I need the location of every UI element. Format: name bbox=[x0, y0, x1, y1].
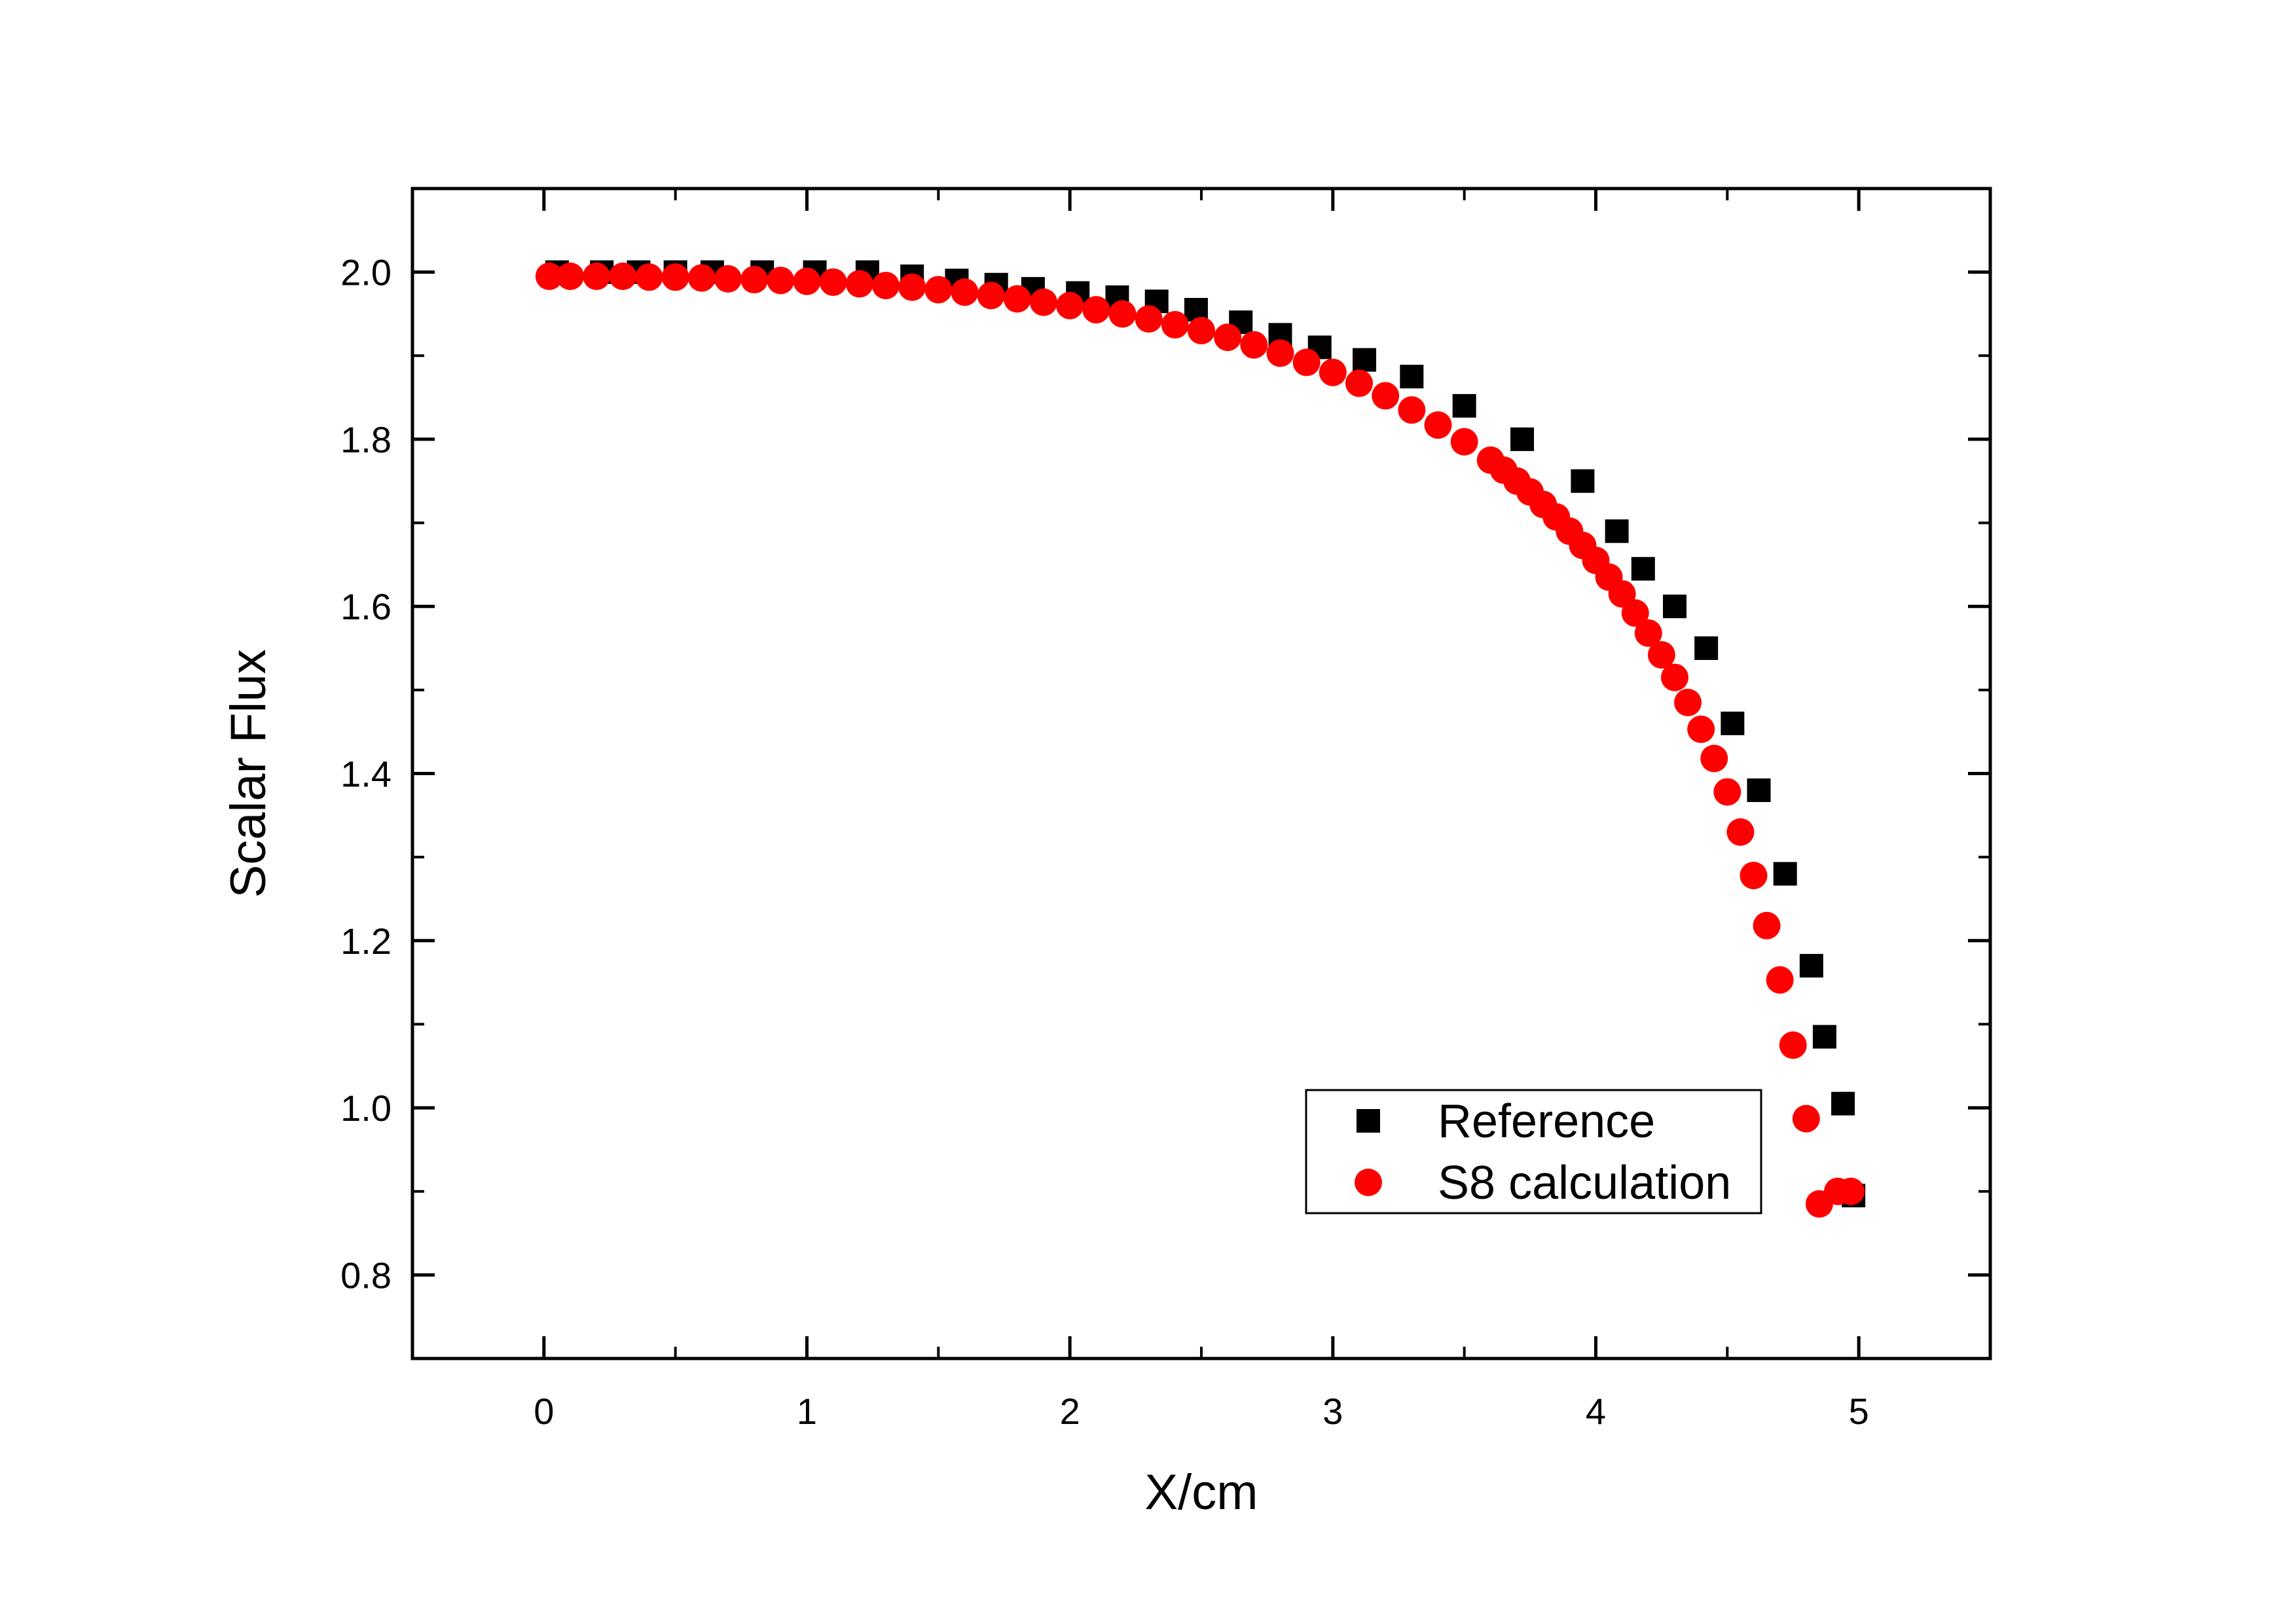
y-axis-title: Scalar Flux bbox=[221, 649, 276, 898]
s8-point bbox=[1674, 689, 1702, 717]
s8-point bbox=[1266, 339, 1294, 367]
reference-point bbox=[1721, 711, 1745, 735]
s8-point bbox=[1372, 382, 1400, 410]
reference-point bbox=[1831, 1091, 1855, 1116]
series-reference bbox=[545, 260, 1866, 1208]
s8-point bbox=[819, 268, 847, 296]
s8-point bbox=[1608, 580, 1636, 608]
s8-point bbox=[1726, 818, 1755, 846]
s8-point bbox=[1779, 1031, 1807, 1059]
x-tick-label: 0 bbox=[534, 1391, 554, 1432]
x-tick-label: 2 bbox=[1060, 1391, 1080, 1432]
x-axis-title: X/cm bbox=[1144, 1465, 1258, 1520]
y-tick-label: 1.0 bbox=[340, 1087, 392, 1129]
s8-point bbox=[1292, 348, 1321, 376]
reference-point bbox=[1799, 954, 1823, 978]
s8-point bbox=[1003, 285, 1031, 313]
s8-point bbox=[635, 263, 663, 291]
s8-point bbox=[583, 263, 611, 291]
reference-point bbox=[1571, 469, 1595, 493]
s8-point bbox=[1135, 305, 1163, 333]
s8-point bbox=[1634, 619, 1662, 647]
s8-point bbox=[1214, 323, 1242, 352]
s8-point bbox=[1621, 599, 1649, 627]
y-tick-label: 1.6 bbox=[340, 586, 392, 627]
reference-point bbox=[1694, 636, 1719, 661]
y-tick-label: 1.2 bbox=[340, 921, 392, 962]
s8-point bbox=[951, 278, 979, 306]
s8-point bbox=[1647, 641, 1675, 669]
s8-point bbox=[1424, 411, 1452, 439]
s8-point bbox=[845, 270, 873, 298]
s8-point bbox=[1661, 663, 1688, 691]
x-tick-label: 5 bbox=[1849, 1391, 1869, 1432]
s8-point bbox=[556, 263, 584, 291]
s8-point bbox=[977, 282, 1005, 310]
s8-point bbox=[1319, 358, 1347, 386]
reference-point bbox=[1812, 1025, 1836, 1049]
s8-point bbox=[1700, 744, 1728, 773]
legend: Reference S8 calculation bbox=[1305, 1089, 1762, 1214]
s8-point bbox=[1713, 778, 1741, 806]
s8-point bbox=[1108, 300, 1137, 328]
legend-reference-marker bbox=[1357, 1109, 1380, 1133]
s8-point bbox=[924, 276, 953, 304]
s8-point bbox=[1450, 428, 1478, 456]
s8-point bbox=[1740, 862, 1768, 890]
y-tick-label: 0.8 bbox=[340, 1254, 392, 1296]
s8-point bbox=[740, 266, 769, 294]
x-tick-label: 4 bbox=[1586, 1391, 1606, 1432]
s8-point bbox=[793, 267, 821, 295]
s8-point bbox=[661, 263, 689, 291]
s8-point bbox=[535, 263, 563, 291]
s8-point bbox=[872, 272, 900, 300]
legend-s8-marker bbox=[1355, 1169, 1382, 1196]
s8-point bbox=[1056, 291, 1084, 319]
reference-point bbox=[1773, 862, 1797, 886]
s8-point bbox=[714, 264, 742, 293]
s8-point bbox=[1345, 369, 1373, 397]
s8-point bbox=[1398, 396, 1426, 424]
s8-point bbox=[767, 266, 795, 295]
reference-point bbox=[1747, 778, 1771, 803]
reference-point bbox=[1400, 365, 1424, 389]
s8-point bbox=[1766, 966, 1794, 994]
s8-point bbox=[1188, 316, 1215, 344]
x-tick-label: 3 bbox=[1322, 1391, 1343, 1432]
reference-point bbox=[1605, 519, 1629, 543]
s8-point bbox=[1161, 311, 1189, 339]
y-tick-label: 2.0 bbox=[340, 252, 392, 293]
reference-point bbox=[1452, 393, 1476, 418]
reference-point bbox=[1353, 348, 1377, 372]
s8-point bbox=[1240, 331, 1268, 359]
s8-point bbox=[1030, 288, 1057, 316]
s8-point bbox=[609, 263, 637, 291]
legend-reference-label: Reference bbox=[1438, 1095, 1655, 1148]
legend-box bbox=[1305, 1089, 1762, 1214]
x-axis: 0 1 2 3 4 5 bbox=[411, 189, 1992, 1432]
s8-point bbox=[1837, 1177, 1865, 1205]
y-tick-label: 1.8 bbox=[340, 419, 392, 460]
s8-point bbox=[1792, 1104, 1820, 1133]
reference-point bbox=[1663, 594, 1686, 619]
legend-s8-label: S8 calculation bbox=[1438, 1157, 1731, 1209]
s8-point bbox=[1753, 911, 1781, 939]
s8-point bbox=[1082, 296, 1110, 324]
s8-point bbox=[687, 264, 716, 292]
y-axis: 0.8 1.0 1.2 1.4 1.6 1.8 2.0 bbox=[340, 187, 1990, 1360]
s8-point bbox=[898, 273, 926, 301]
reference-point bbox=[1631, 556, 1655, 581]
x-tick-label: 1 bbox=[797, 1391, 817, 1432]
reference-point bbox=[1510, 427, 1535, 451]
y-tick-label: 1.4 bbox=[340, 754, 392, 795]
series-s8-calculation bbox=[535, 263, 1865, 1218]
s8-point bbox=[1687, 715, 1715, 743]
